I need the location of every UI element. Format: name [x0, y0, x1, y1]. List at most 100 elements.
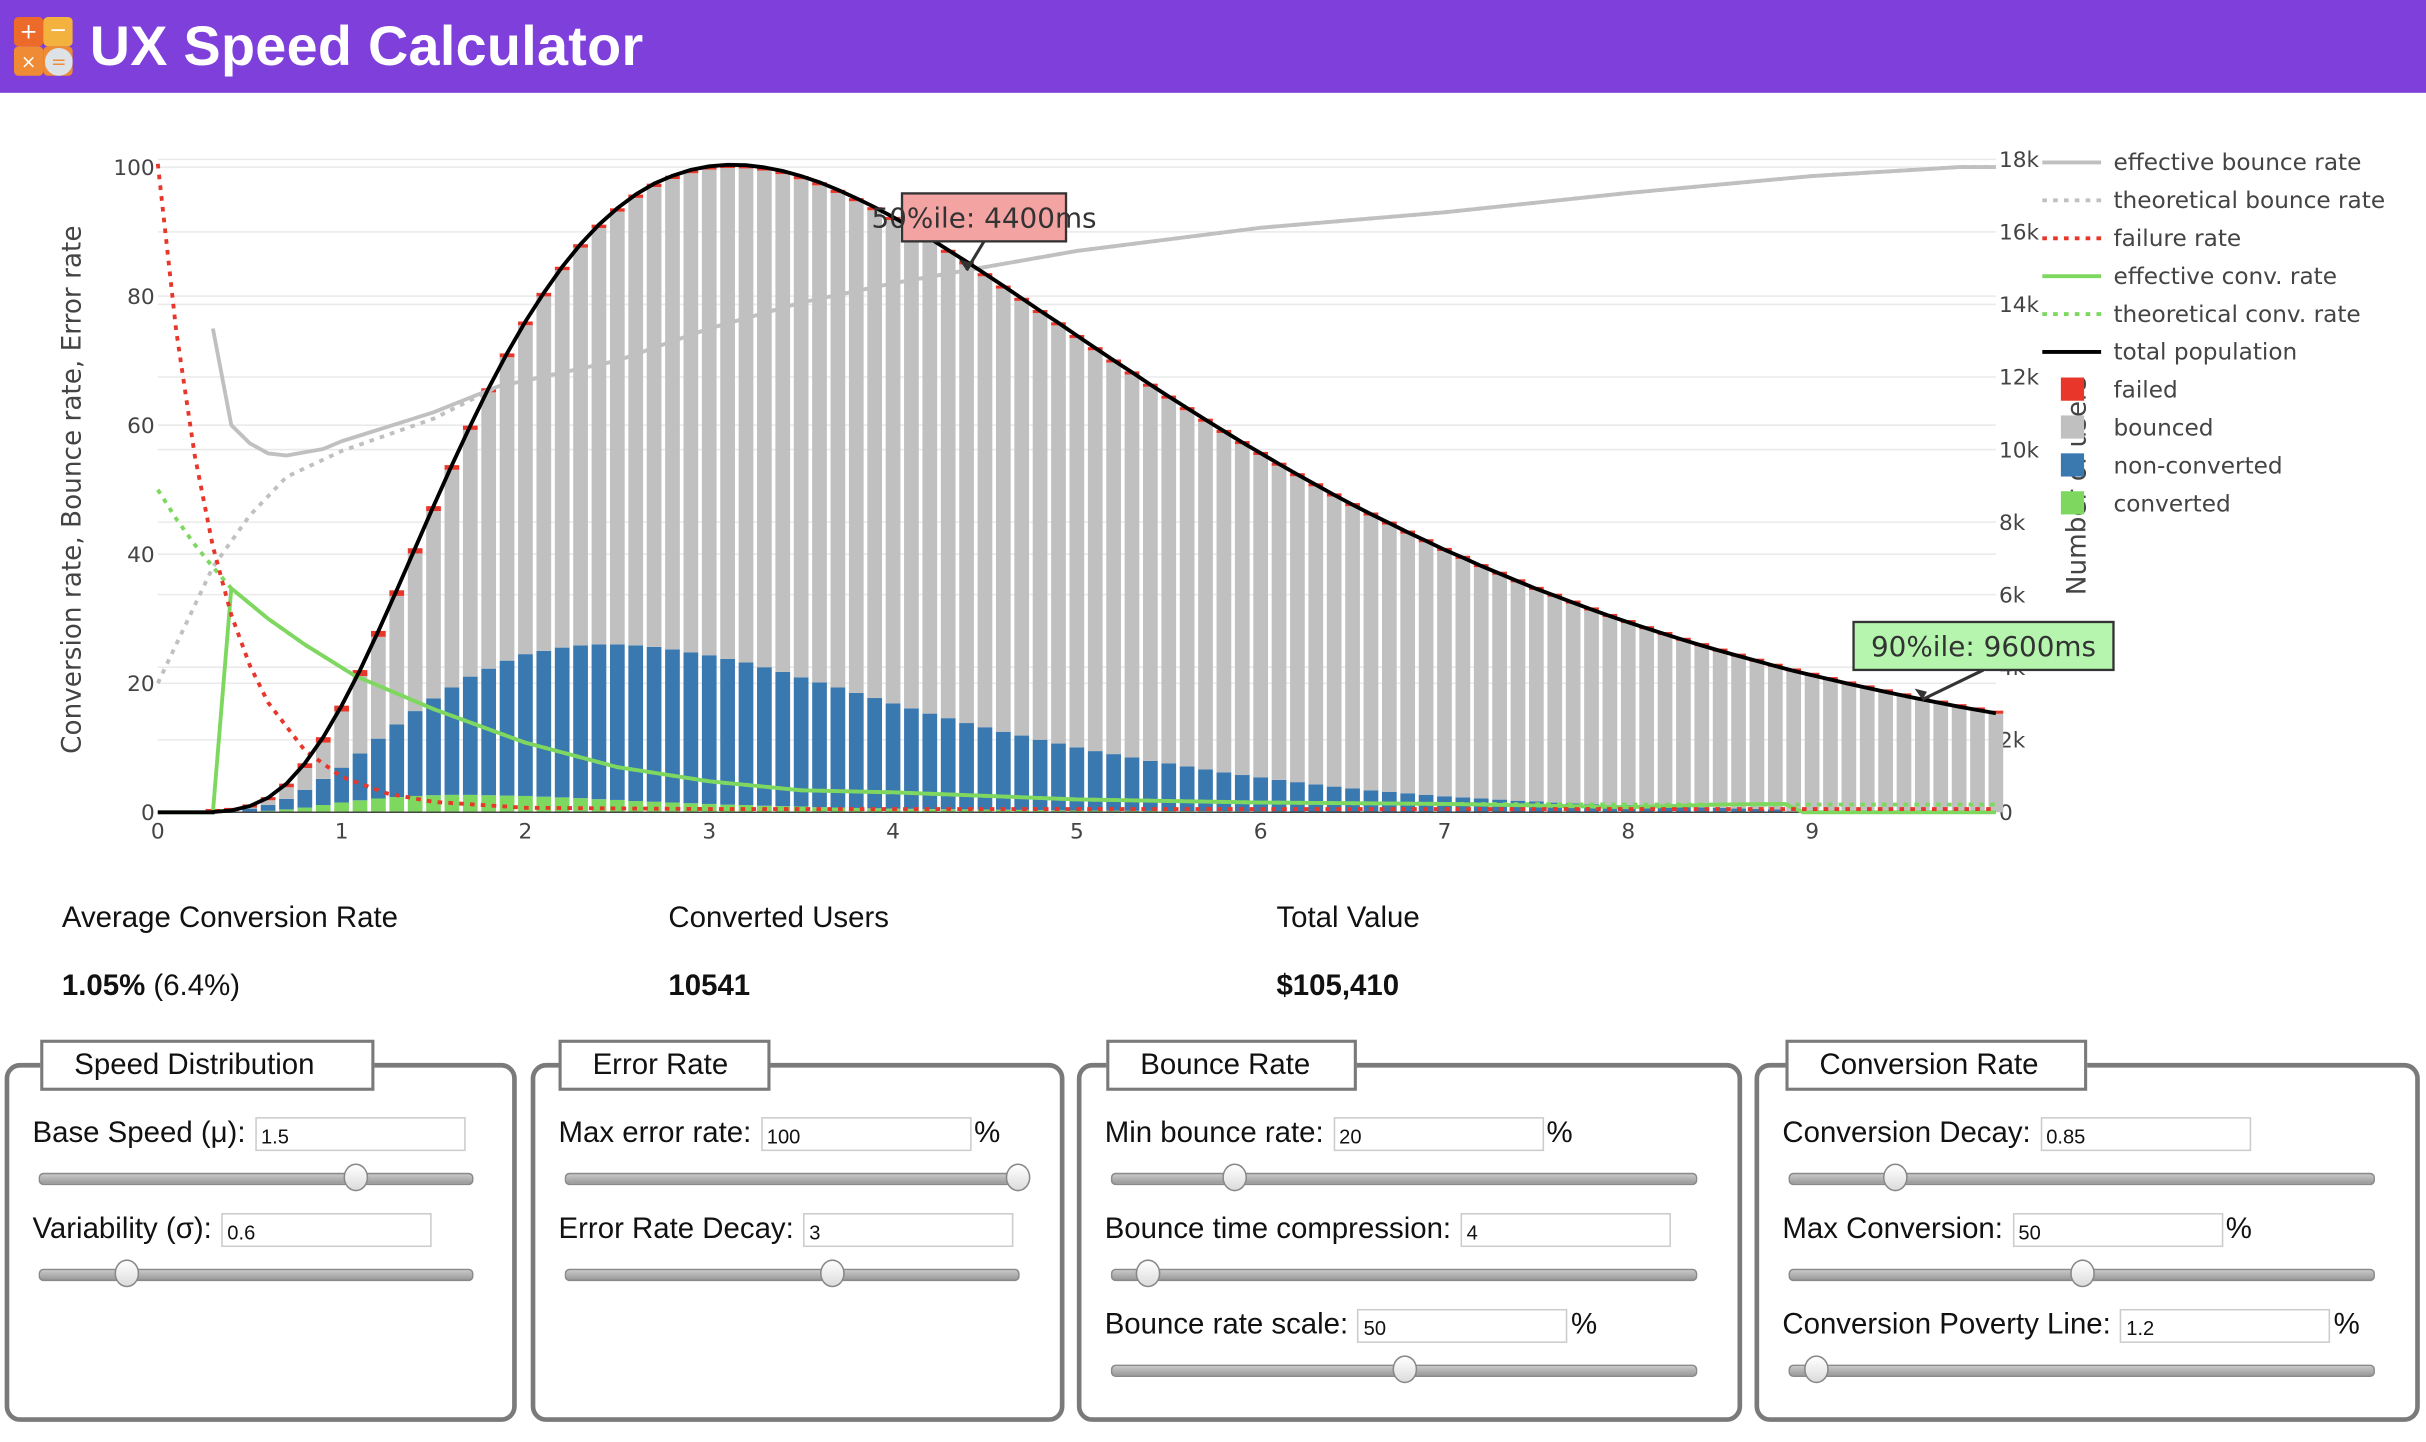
- bar-bounced: [1749, 661, 1765, 809]
- control-slider[interactable]: [1788, 1163, 2375, 1192]
- bar-bounced: [1731, 656, 1746, 809]
- bar-converted: [1014, 809, 1030, 813]
- bar-converted: [315, 805, 331, 813]
- bar-bounced: [1437, 550, 1452, 797]
- slider-thumb[interactable]: [2069, 1259, 2095, 1288]
- bar-bounced: [1326, 496, 1342, 787]
- slider-thumb[interactable]: [1882, 1163, 1908, 1192]
- slider-thumb[interactable]: [820, 1259, 846, 1288]
- control-input[interactable]: 4: [1460, 1213, 1671, 1248]
- control-slider[interactable]: [1788, 1259, 2375, 1288]
- control-input[interactable]: 0.85: [2040, 1117, 2251, 1152]
- control-slider[interactable]: [1788, 1355, 2375, 1384]
- y2-tick-label: 12k: [1999, 366, 2040, 391]
- control-slider[interactable]: [1110, 1355, 1698, 1384]
- app-title: UX Speed Calculator: [89, 13, 644, 78]
- control-slider[interactable]: [38, 1259, 474, 1288]
- bar-bounced: [1859, 688, 1875, 813]
- slider-thumb[interactable]: [114, 1259, 139, 1288]
- bar-non-converted: [1124, 757, 1140, 811]
- bar-bounced: [922, 241, 938, 714]
- y-tick-label: 60: [127, 414, 155, 439]
- bar-bounced: [1253, 454, 1269, 778]
- bar-converted: [591, 799, 607, 813]
- control-slider[interactable]: [38, 1163, 474, 1192]
- legend-swatch-bar: [2060, 415, 2085, 439]
- bar-bounced: [1565, 603, 1581, 804]
- slider-thumb[interactable]: [1135, 1259, 1160, 1288]
- control-slider[interactable]: [1110, 1259, 1698, 1288]
- bar-non-converted: [628, 645, 644, 802]
- control-slider[interactable]: [564, 1259, 1020, 1288]
- bar-bounced: [536, 296, 552, 651]
- slider-thumb[interactable]: [1222, 1163, 1248, 1192]
- bar-bounced: [628, 197, 644, 646]
- panel-title: Error Rate: [558, 1039, 771, 1091]
- speed-chart: 02040608010002k4k6k8k10k12k14k16k18k0123…: [57, 148, 2385, 845]
- bar-bounced: [481, 392, 497, 669]
- annotation-label: 90%ile: 9600ms: [1871, 630, 2096, 663]
- control-slider[interactable]: [1110, 1163, 1698, 1192]
- control-input[interactable]: 1.5: [254, 1117, 466, 1152]
- bar-non-converted: [518, 654, 533, 796]
- slider-thumb[interactable]: [1005, 1163, 1031, 1192]
- line-effective-bounce-rate: [210, 165, 1996, 458]
- bar-converted: [371, 798, 386, 813]
- bar-converted: [904, 808, 919, 813]
- legend-item: effective bounce rate: [2042, 149, 2361, 176]
- bar-bounced: [793, 179, 809, 678]
- annotation-arrow: [965, 240, 986, 272]
- bar-converted: [1051, 810, 1066, 813]
- bar-bounced: [1161, 398, 1177, 764]
- bar-bounced: [665, 179, 680, 650]
- legend-item: total population: [2042, 339, 2297, 366]
- y-tick-label: 20: [127, 672, 155, 697]
- bar-non-converted: [720, 658, 735, 805]
- slider-thumb[interactable]: [1391, 1355, 1417, 1384]
- bar-bounced: [1143, 386, 1158, 761]
- y-tick-label: 0: [141, 801, 155, 826]
- bar-non-converted: [959, 723, 974, 810]
- control-input[interactable]: 1.2: [2120, 1308, 2331, 1343]
- bar-converted: [499, 795, 515, 813]
- slider-thumb[interactable]: [342, 1163, 368, 1192]
- bar-converted: [609, 799, 625, 813]
- control-row: Variability (σ): 0.6: [32, 1213, 432, 1248]
- bar-non-converted: [1253, 777, 1269, 812]
- x-tick-label: 0: [151, 820, 165, 845]
- bar-bounced: [499, 357, 515, 661]
- control-input[interactable]: 3: [803, 1213, 1014, 1248]
- control-slider[interactable]: [564, 1163, 1031, 1192]
- bar-bounced: [720, 168, 735, 659]
- bar-bounced: [1271, 465, 1287, 780]
- control-row: Conversion Poverty Line: 1.2%: [1782, 1308, 2360, 1343]
- annotation-arrow: [1921, 668, 1985, 701]
- bar-non-converted: [683, 652, 699, 804]
- control-row: Error Rate Decay: 3: [558, 1213, 1014, 1248]
- control-input[interactable]: 50: [1357, 1308, 1568, 1343]
- bar-bounced: [1915, 700, 1930, 813]
- bar-converted: [1032, 810, 1048, 813]
- bar-bounced: [977, 276, 993, 728]
- control-input[interactable]: 100: [760, 1117, 972, 1152]
- legend-label: failed: [2113, 377, 2177, 404]
- svg-text:+: +: [20, 20, 38, 45]
- line-total-population: [157, 162, 1997, 815]
- control-label: Error Rate Decay:: [558, 1213, 794, 1246]
- y2-tick-label: 8k: [1999, 511, 2026, 536]
- control-input[interactable]: 50: [2012, 1213, 2223, 1248]
- unit-label: %: [2225, 1213, 2252, 1246]
- legend-item: failed: [2060, 377, 2178, 404]
- y2-axis-title: Number of users: [2063, 376, 2093, 595]
- panel-title: Bounce Rate: [1106, 1039, 1357, 1091]
- bar-non-converted: [830, 687, 846, 808]
- bar-bounced: [757, 170, 772, 668]
- bar-non-converted: [426, 698, 441, 796]
- bar-bounced: [573, 247, 588, 646]
- bar-non-converted: [554, 647, 570, 798]
- slider-thumb[interactable]: [1803, 1355, 1829, 1384]
- control-input[interactable]: 0.6: [221, 1213, 432, 1248]
- legend-item: effective conv. rate: [2042, 263, 2337, 290]
- bar-converted: [830, 807, 846, 813]
- control-input[interactable]: 20: [1332, 1117, 1544, 1152]
